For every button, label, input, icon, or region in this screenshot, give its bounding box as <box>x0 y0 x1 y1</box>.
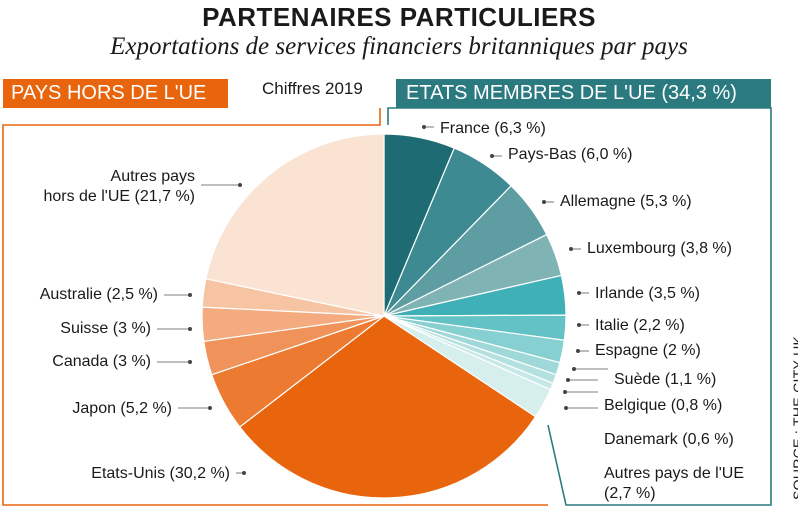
leader-dot <box>490 154 494 158</box>
slice-label-su-de: Suède (1,1 %) <box>614 371 716 388</box>
leader-dot <box>577 291 581 295</box>
slice-label-autres-pays-de-l-ue: Autres pays de l'UE (2,7 %) <box>604 465 744 502</box>
leader-dot <box>576 349 580 353</box>
slice-label-autres-pays-hors-de-l-ue: Autres pays hors de l'UE (21,7 %) <box>43 168 195 205</box>
leader-dot <box>542 200 546 204</box>
slice-label-canada: Canada (3 %) <box>52 353 151 370</box>
leader-dot <box>188 293 192 297</box>
leader-dot <box>238 183 242 187</box>
leader-dot <box>564 406 568 410</box>
slice-label-espagne: Espagne (2 %) <box>595 342 701 359</box>
slice-label-suisse: Suisse (3 %) <box>60 320 151 337</box>
leader-dot <box>242 471 246 475</box>
pie-slice-etats-unis <box>238 315 537 499</box>
leader-dot <box>188 360 192 364</box>
slice-label-pays-bas: Pays-Bas (6,0 %) <box>508 146 632 163</box>
leader-dot <box>422 125 426 129</box>
pie-slice-autres-pays-hors-de-l-ue <box>205 133 385 317</box>
slice-label-belgique: Belgique (0,8 %) <box>604 397 722 414</box>
leader-dot <box>569 247 573 251</box>
slice-label-australie: Australie (2,5 %) <box>40 286 158 303</box>
leader-dot <box>566 378 570 382</box>
slice-label-etats-unis: Etats-Unis (30,2 %) <box>91 465 230 482</box>
year-label: Chiffres 2019 <box>262 79 363 98</box>
eu-frame <box>387 107 772 506</box>
leader-dot <box>563 390 567 394</box>
non-eu-frame <box>2 108 548 506</box>
slice-label-luxembourg: Luxembourg (3,8 %) <box>587 240 732 257</box>
slice-label-france: France (6,3 %) <box>440 120 546 137</box>
slice-label-danemark: Danemark (0,6 %) <box>604 431 734 448</box>
chart-subtitle: Exportations de services financiers brit… <box>110 33 688 60</box>
slice-label-italie: Italie (2,2 %) <box>595 317 685 334</box>
leader-dot <box>188 327 192 331</box>
slice-label-allemagne: Allemagne (5,3 %) <box>560 193 692 210</box>
chart-title: PARTENAIRES PARTICULIERS <box>202 2 596 32</box>
leader-dot <box>572 367 576 371</box>
eu-group-header: ETATS MEMBRES DE L'UE (34,3 %) <box>396 79 771 108</box>
leader-dot <box>208 406 212 410</box>
slice-label-japon: Japon (5,2 %) <box>72 400 172 417</box>
non-eu-group-header: PAYS HORS DE L'UE <box>3 79 228 108</box>
slice-label-irlande: Irlande (3,5 %) <box>595 285 700 302</box>
leader-dot <box>577 323 581 327</box>
